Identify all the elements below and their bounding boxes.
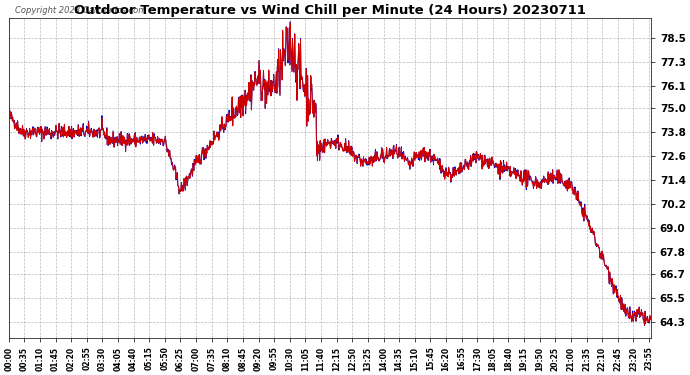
Text: Copyright 2023 Cartronics.com: Copyright 2023 Cartronics.com <box>15 6 146 15</box>
Title: Outdoor Temperature vs Wind Chill per Minute (24 Hours) 20230711: Outdoor Temperature vs Wind Chill per Mi… <box>74 4 586 17</box>
